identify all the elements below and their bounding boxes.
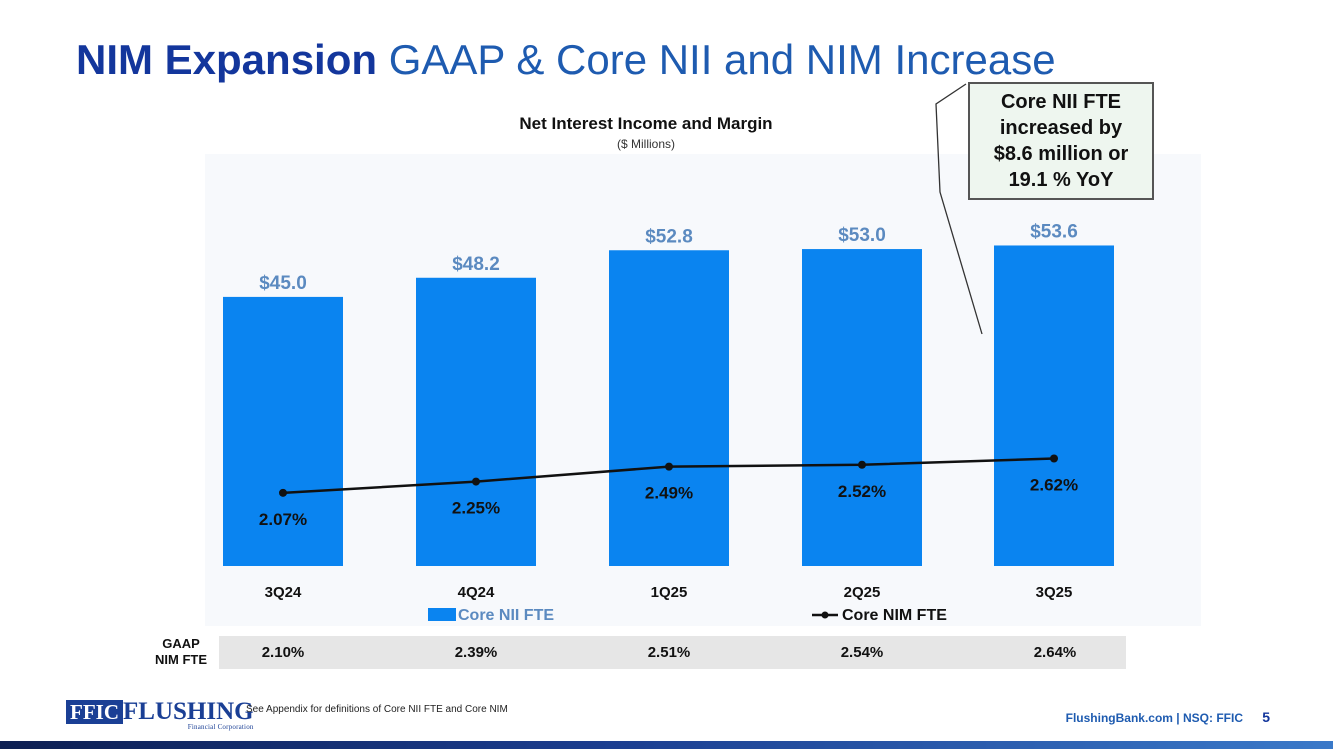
- page-title: NIM Expansion GAAP & Core NII and NIM In…: [76, 34, 1056, 86]
- legend-label-core-nii-fte: Core NII FTE: [458, 607, 554, 624]
- legend-marker-core-nim-fte: [821, 611, 829, 619]
- line-value-label: 2.52%: [838, 482, 886, 501]
- footnote: See Appendix for definitions of Core NII…: [246, 704, 508, 715]
- page-number: 5: [1262, 709, 1270, 725]
- x-tick-label: 3Q25: [1036, 584, 1073, 601]
- line-point-core-nim-fte: [472, 477, 480, 486]
- x-tick-label: 3Q24: [265, 584, 302, 601]
- line-value-label: 2.25%: [452, 499, 500, 518]
- callout-text: Core NII FTE increased by $8.6 million o…: [993, 91, 1129, 191]
- gaap-nim-value: 2.64%: [1033, 644, 1077, 661]
- line-value-label: 2.62%: [1030, 476, 1078, 495]
- bar-core-nii-fte: [223, 296, 343, 566]
- bar-value-label: $53.0: [838, 225, 886, 246]
- logo-flushing-text: FLUSHING: [123, 698, 254, 725]
- bar-value-label: $52.8: [645, 226, 693, 247]
- line-value-label: 2.49%: [645, 484, 693, 503]
- legend-swatch-core-nii-fte: [428, 608, 456, 621]
- gaap-label-line1: GAAP: [162, 636, 200, 651]
- flushing-logo: FFIC FLUSHING Financial Corporation: [66, 698, 254, 734]
- x-tick-label: 2Q25: [844, 584, 881, 601]
- gaap-nim-value: 2.54%: [840, 644, 884, 661]
- bar-core-nii-fte: [609, 250, 729, 567]
- gaap-row-label: GAAP NIM FTE: [142, 636, 220, 668]
- line-point-core-nim-fte: [1050, 454, 1058, 463]
- gaap-nim-value: 2.10%: [261, 644, 305, 661]
- page-title-rest: GAAP & Core NII and NIM Increase: [377, 36, 1056, 83]
- bottom-accent-bar: [0, 741, 1333, 749]
- bar-core-nii-fte: [416, 277, 536, 566]
- page-title-bold: NIM Expansion: [76, 36, 378, 83]
- line-point-core-nim-fte: [858, 460, 866, 469]
- logo-ffic-mark: FFIC: [66, 700, 123, 724]
- site-link[interactable]: FlushingBank.com | NSQ: FFIC: [1065, 711, 1243, 725]
- bar-core-nii-fte: [994, 245, 1114, 567]
- x-tick-label: 4Q24: [458, 584, 495, 601]
- bar-value-label: $45.0: [259, 273, 307, 294]
- gaap-nim-value: 2.51%: [647, 644, 691, 661]
- line-point-core-nim-fte: [665, 462, 673, 471]
- gaap-nim-value: 2.39%: [454, 644, 498, 661]
- legend-label-core-nim-fte: Core NIM FTE: [842, 607, 947, 624]
- bar-core-nii-fte: [802, 249, 922, 566]
- logo-subtitle: Financial Corporation: [187, 723, 254, 731]
- bar-value-label: $53.6: [1030, 221, 1078, 242]
- gaap-label-line2: NIM FTE: [155, 652, 207, 667]
- callout-pointer: [935, 83, 983, 335]
- callout-box: Core NII FTE increased by $8.6 million o…: [968, 82, 1154, 200]
- x-tick-label: 1Q25: [651, 584, 688, 601]
- gaap-nim-row: 2.10% 2.39% 2.51% 2.54% 2.64%: [219, 636, 1126, 669]
- chart-title: Net Interest Income and Margin: [519, 114, 772, 133]
- line-value-label: 2.07%: [259, 510, 307, 529]
- bar-value-label: $48.2: [452, 254, 500, 275]
- line-point-core-nim-fte: [279, 488, 287, 497]
- chart-subtitle: ($ Millions): [617, 137, 675, 151]
- logo-flushing-wordmark: FLUSHING Financial Corporation: [123, 698, 254, 731]
